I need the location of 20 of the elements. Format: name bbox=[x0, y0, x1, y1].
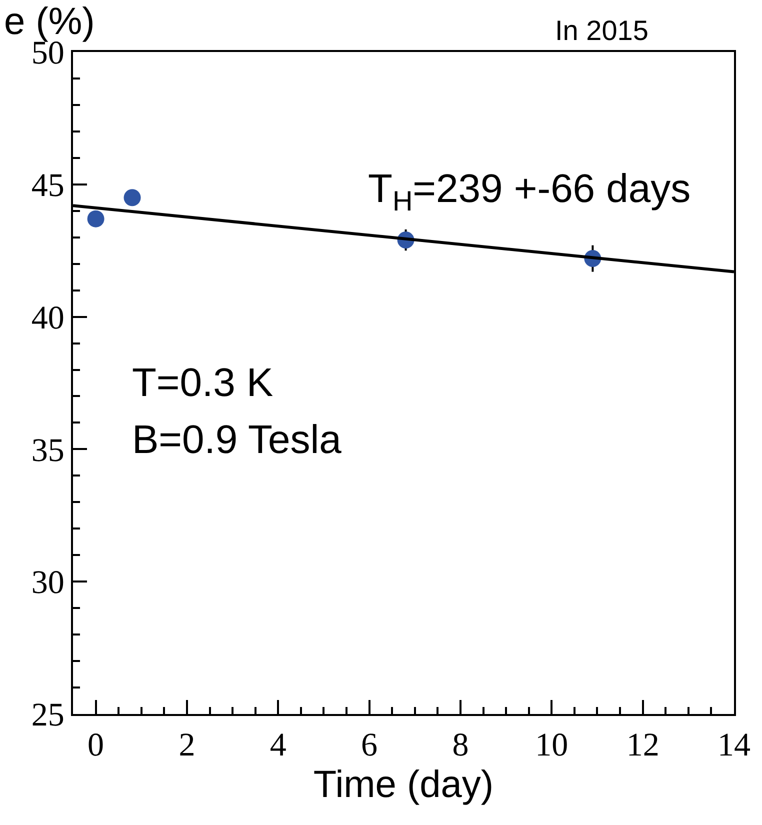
annotation: B=0.9 Tesla bbox=[132, 418, 342, 462]
y-tick-label: 30 bbox=[31, 565, 64, 602]
x-axis-title: Time (day) bbox=[313, 764, 494, 806]
x-tick-label: 10 bbox=[535, 728, 568, 764]
x-tick-label: 4 bbox=[270, 728, 286, 764]
y-tick-label: 25 bbox=[31, 698, 64, 734]
point bbox=[87, 210, 104, 228]
y-tick-label: 45 bbox=[31, 168, 64, 204]
text: In 2015 bbox=[555, 15, 648, 46]
x-tick-label: 0 bbox=[88, 728, 104, 764]
annotation: T$_{H}$=239 +-66 days bbox=[368, 167, 691, 216]
y-tick-label: 35 bbox=[31, 432, 64, 469]
annotation: T=0.3 K bbox=[132, 361, 274, 405]
x-tick-label: 6 bbox=[361, 728, 378, 764]
x-tick-label: 2 bbox=[178, 728, 196, 764]
point bbox=[124, 189, 141, 206]
y-tick-label: 40 bbox=[31, 300, 64, 336]
x-tick-label: 12 bbox=[626, 728, 660, 764]
x-tick-label: 14 bbox=[718, 728, 750, 764]
x-tick-label: 8 bbox=[452, 728, 469, 764]
